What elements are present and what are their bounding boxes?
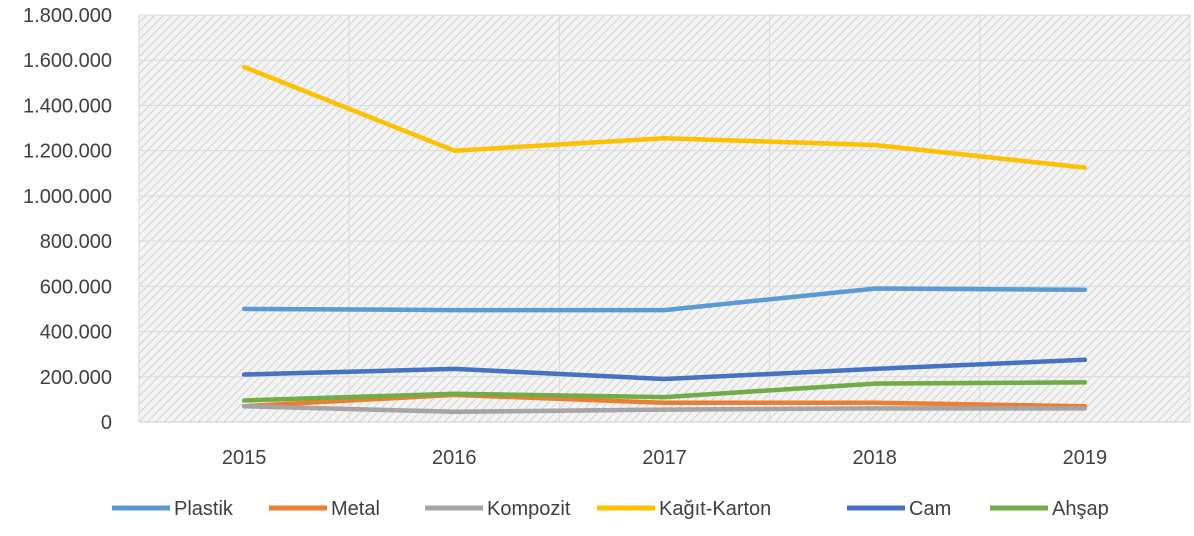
x-tick-label: 2016 xyxy=(432,447,477,469)
series-line-ahşap xyxy=(241,380,1088,403)
y-tick-label: 1.200.000 xyxy=(23,141,112,163)
legend-label: Plastik xyxy=(174,498,234,520)
series-line-metal xyxy=(241,392,1088,409)
legend-label: Metal xyxy=(331,498,380,520)
x-tick-label: 2017 xyxy=(642,447,687,469)
x-tick-label: 2018 xyxy=(852,447,897,469)
y-tick-label: 1.600.000 xyxy=(23,50,112,72)
x-tick-label: 2019 xyxy=(1063,447,1108,469)
y-tick-label: 800.000 xyxy=(40,231,112,253)
legend-label: Cam xyxy=(909,498,951,520)
legend-label: Ahşap xyxy=(1052,498,1109,520)
series-line-kompozit xyxy=(241,403,1088,415)
legend-label: Kompozit xyxy=(487,498,571,520)
series-line-kağıt-karton xyxy=(241,64,1088,170)
y-tick-label: 1.400.000 xyxy=(23,95,112,117)
plot-area xyxy=(139,15,1190,422)
y-tick-label: 1.800.000 xyxy=(23,5,112,27)
x-tick-label: 2015 xyxy=(222,447,267,469)
y-tick-label: 1.000.000 xyxy=(23,186,112,208)
y-tick-label: 400.000 xyxy=(40,322,112,344)
y-tick-label: 600.000 xyxy=(40,276,112,298)
series-line-cam xyxy=(241,357,1088,382)
series-line-plastik xyxy=(241,286,1088,313)
y-tick-label: 0 xyxy=(101,412,112,434)
y-tick-label: 200.000 xyxy=(40,367,112,389)
legend-label: Kağıt-Karton xyxy=(659,498,771,520)
